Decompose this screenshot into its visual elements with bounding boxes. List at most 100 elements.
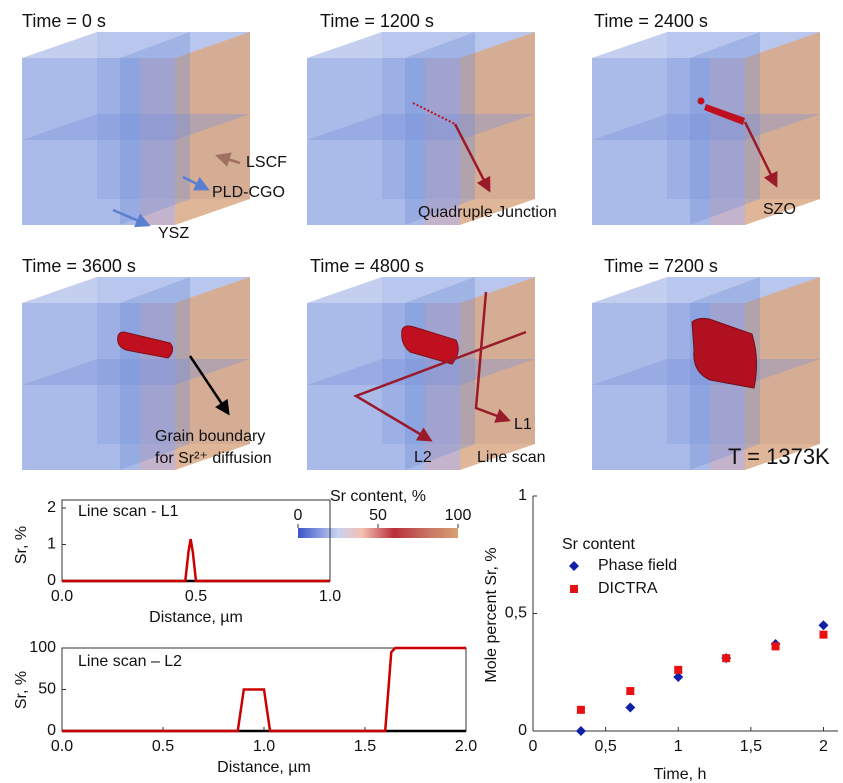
diamond-marker <box>625 702 636 713</box>
mid-plane <box>22 114 250 140</box>
arrow <box>453 123 491 193</box>
block <box>307 32 535 225</box>
chart-title: Line scan - L1 <box>78 503 179 520</box>
colorbar-tick-label: 0 <box>294 507 303 524</box>
arrow <box>182 175 210 191</box>
x-tick-label: 2 <box>819 738 828 755</box>
time-label: Time = 7200 s <box>604 256 718 276</box>
render-blocks <box>22 32 820 470</box>
top-face <box>307 277 535 303</box>
chart-title: Line scan – L2 <box>78 653 182 670</box>
square-marker <box>576 705 585 714</box>
colorbar-tick-label: 50 <box>369 507 387 524</box>
line-scan-l1 <box>474 291 511 423</box>
lscf-side <box>460 277 535 470</box>
charts: 0 1 2 0.0 0.5 1.0 Line scan - L1 Distance, µm Sr… <box>13 487 838 783</box>
precipitate <box>691 317 758 389</box>
annotation: Grain boundary <box>155 428 265 445</box>
block <box>22 32 250 225</box>
x-axis-label: Time, h <box>654 766 707 783</box>
lscf-side <box>175 277 250 470</box>
x-tick-label: 0.5 <box>152 738 174 755</box>
y-axis-label: Mole percent Sr, % <box>483 547 500 682</box>
square-marker <box>819 630 828 639</box>
x-tick-label: 1.0 <box>319 588 341 605</box>
arrow <box>112 208 151 228</box>
lscf-side <box>745 32 820 225</box>
time-label: Time = 4800 s <box>310 256 424 276</box>
annotation: Quadruple Junction <box>418 204 557 221</box>
annotation: Line scan <box>477 449 546 466</box>
cgo-plane <box>120 32 190 225</box>
annotation: YSZ <box>158 225 189 242</box>
cgo-plane <box>120 277 190 470</box>
line-series <box>62 538 330 583</box>
legend-title: Sr content <box>562 536 635 553</box>
annotation: for Sr²⁺ diffusion <box>155 450 272 467</box>
arrow <box>215 152 241 167</box>
y-tick-label: 50 <box>38 681 56 698</box>
cgo-plane <box>405 277 475 470</box>
x-tick-label: 1.0 <box>253 738 275 755</box>
annotation: SZO <box>763 201 796 218</box>
colorbar <box>298 528 458 538</box>
block <box>592 32 820 225</box>
x-tick-label: 0,5 <box>594 738 616 755</box>
chart: 0 0,5 1 0 0,5 1 1,5 2 Time, h Mole percent Sr, % S… <box>483 487 838 783</box>
colorbar-tick-label: 100 <box>445 507 472 524</box>
line-scan-l2 <box>353 330 527 442</box>
square-marker <box>674 665 683 674</box>
time-label: Time = 2400 s <box>594 11 708 31</box>
lscf-side <box>175 32 250 225</box>
x-tick-label: 0 <box>529 738 538 755</box>
square-marker <box>722 654 731 663</box>
lscf-front <box>140 58 175 225</box>
block <box>307 277 535 470</box>
top-face <box>592 32 820 58</box>
y-tick-label: 1 <box>47 536 56 553</box>
lscf-front <box>710 58 745 225</box>
mid-plane <box>22 359 250 385</box>
y-tick-label: 1 <box>518 487 527 504</box>
y-tick-label: 2 <box>47 499 56 516</box>
diamond-marker <box>818 620 829 631</box>
block <box>592 277 820 470</box>
x-tick-label: 1.5 <box>354 738 376 755</box>
x-tick-label: 1 <box>674 738 683 755</box>
block <box>22 277 250 470</box>
x-tick-label: 0.0 <box>51 738 73 755</box>
annotation: LSCF <box>246 154 287 171</box>
y-tick-label: 0,5 <box>505 605 527 622</box>
time-label: Time = 0 s <box>22 11 106 31</box>
front-face <box>592 58 710 225</box>
mid-plane <box>592 114 820 140</box>
front-face <box>307 303 425 470</box>
precipitate <box>697 97 705 105</box>
annotation: PLD-CGO <box>212 184 285 201</box>
arrow <box>188 355 230 416</box>
colorbar-title: Sr content, % <box>330 488 426 505</box>
x-tick-label: 0.5 <box>185 588 207 605</box>
annotation: L1 <box>514 416 532 433</box>
colorbar-ticks: 0 50 100 <box>294 507 472 528</box>
top-face <box>22 32 250 58</box>
front-face <box>22 58 140 225</box>
diamond-marker <box>569 561 579 571</box>
cgo-plane <box>690 32 760 225</box>
square-marker <box>771 642 780 651</box>
annotation: T = 1373K <box>728 444 830 469</box>
top-face <box>307 32 535 58</box>
y-tick-label: 0 <box>47 722 56 739</box>
precipitate <box>401 325 459 365</box>
y-axis-label: Sr, % <box>13 526 30 564</box>
front-face <box>22 303 140 470</box>
diamond-marker <box>575 726 586 736</box>
time-label: Time = 1200 s <box>320 11 434 31</box>
chart: 0 50 100 0.0 0.5 1.0 1.5 2.0 Line scan – L2 Dista… <box>13 639 477 776</box>
line-series <box>62 646 466 733</box>
cgo-plane <box>405 32 475 225</box>
square-marker <box>626 687 635 696</box>
precipitate <box>704 104 745 125</box>
square-marker <box>570 585 578 593</box>
